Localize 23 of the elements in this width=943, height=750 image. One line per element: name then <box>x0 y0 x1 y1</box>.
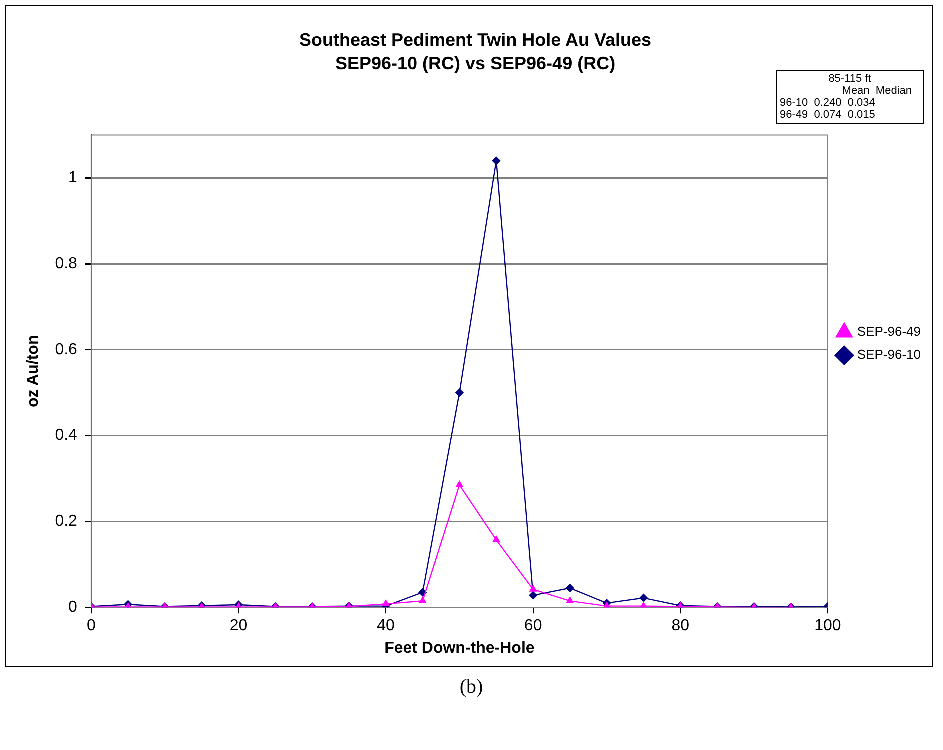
legend-label: SEP-96-10 <box>857 347 922 362</box>
text: Mean Median <box>841 85 913 97</box>
x-axis-title: Feet Down-the-Hole <box>384 640 535 657</box>
y-tick-label: 0.8 <box>55 255 78 272</box>
y-tick-label: 0.4 <box>55 427 78 444</box>
y-tick-label: 0.6 <box>55 341 78 358</box>
text: 85-115 ft <box>828 73 872 85</box>
chart-title: Southeast Pediment Twin Hole Au Values <box>299 30 652 50</box>
text: 96-10 0.240 0.034 <box>780 97 876 109</box>
x-tick-label: 100 <box>814 618 842 635</box>
y-axis-title: oz Au/ton <box>25 335 42 408</box>
y-tick-label: 1 <box>68 170 78 187</box>
x-tick-label: 20 <box>230 618 248 635</box>
x-tick-label: 40 <box>377 618 396 635</box>
text: 96-49 0.074 0.015 <box>780 109 876 121</box>
chart-subtitle: SEP96-10 (RC) vs SEP96-49 (RC) <box>335 53 616 74</box>
y-tick-label: 0.2 <box>55 513 78 530</box>
x-tick-label: 60 <box>524 618 542 635</box>
x-tick-label: 80 <box>672 618 690 635</box>
y-tick-label: 0 <box>68 599 78 616</box>
text: (b) <box>458 676 484 699</box>
x-tick-label: 0 <box>86 618 96 635</box>
legend-label: SEP-96-49 <box>857 324 922 340</box>
